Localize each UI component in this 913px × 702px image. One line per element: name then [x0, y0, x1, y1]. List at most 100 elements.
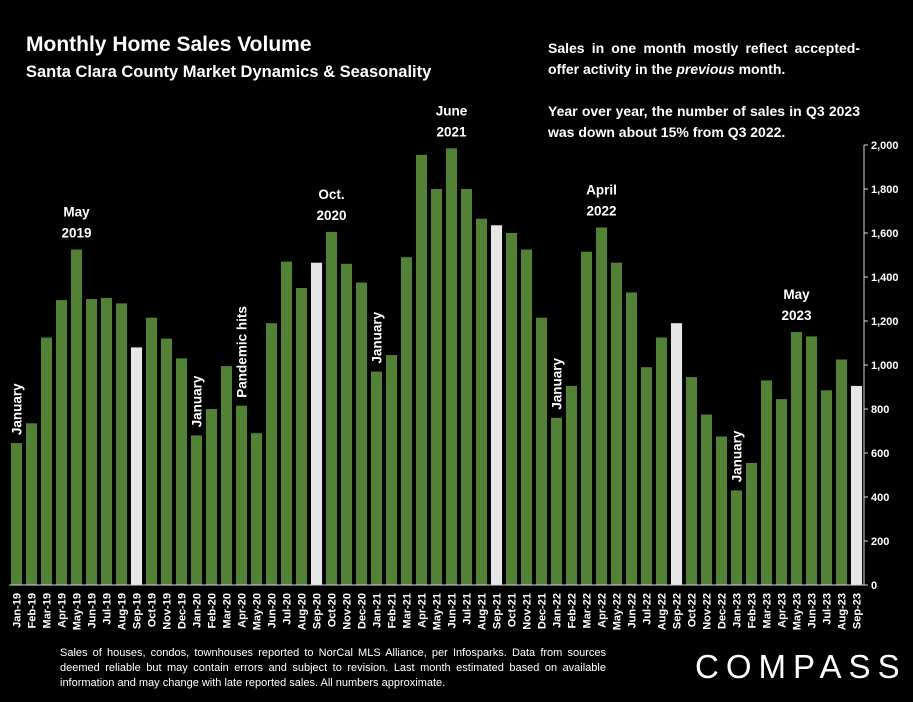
x-axis-labels: Jan-19 Feb-19 Mar-19 Apr-19 May-19 Jun-19 Jul-…	[12, 593, 864, 630]
x-tick-label-jul-19: Jul-19	[102, 593, 114, 625]
annotation-apr-20: Pandemic hits	[235, 306, 250, 398]
y-tick-label: 1,400	[871, 272, 899, 284]
bar-oct-21	[505, 233, 518, 585]
x-tick-label-jun-20: Jun-20	[267, 593, 279, 628]
bar-mar-21	[400, 257, 413, 585]
commentary-note: Sales in one month mostly reflect accept…	[548, 38, 860, 164]
bar-apr-21	[415, 154, 428, 585]
bar-aug-20	[295, 288, 308, 585]
y-tick-label: 600	[871, 448, 889, 460]
x-tick-label-dec-20: Dec-20	[357, 593, 369, 629]
commentary-text-1b: month.	[734, 61, 786, 77]
annotation-may-23: May 2023	[781, 287, 812, 323]
bar-may-20	[250, 433, 263, 585]
x-tick-label-aug-21: Aug-21	[477, 593, 489, 630]
annotation-jan-20: January	[190, 375, 205, 427]
annotation-oct-20: Oct. 2020	[316, 187, 346, 223]
bar-sep-21	[490, 225, 503, 586]
bar-may-19	[70, 249, 83, 585]
annotation-may-19: May 2019	[61, 205, 91, 241]
bar-feb-22	[565, 385, 578, 585]
bar-jul-20	[280, 261, 293, 585]
x-tick-label-aug-23: Aug-23	[837, 593, 849, 630]
y-axis: 0 200 400 600 800 1,000 1,200 1,400 1,600 1,800 2,…	[9, 140, 899, 592]
x-tick-label-jan-21: Jan-21	[372, 593, 384, 628]
bar-dec-19	[175, 358, 188, 585]
x-tick-label-jan-22: Jan-22	[552, 593, 564, 628]
x-tick-label-dec-22: Dec-22	[717, 593, 729, 629]
x-tick-label-oct-22: Oct-22	[687, 593, 699, 627]
x-tick-label-nov-22: Nov-22	[702, 593, 714, 630]
bar-sep-22	[670, 323, 683, 585]
x-tick-label-feb-21: Feb-21	[387, 593, 399, 628]
x-tick-label-oct-20: Oct-20	[327, 593, 339, 627]
bar-may-23	[790, 332, 803, 585]
bar-feb-20	[205, 409, 218, 585]
x-tick-label-sep-20: Sep-20	[312, 593, 324, 629]
x-tick-label-dec-19: Dec-19	[177, 593, 189, 629]
x-tick-label-nov-21: Nov-21	[522, 593, 534, 630]
x-tick-label-feb-22: Feb-22	[567, 593, 579, 628]
x-tick-label-jan-19: Jan-19	[12, 593, 24, 628]
annotation-jan-21: January	[370, 311, 385, 363]
bar-dec-20	[355, 282, 368, 585]
x-tick-label-mar-22: Mar-22	[582, 593, 594, 628]
y-tick-label: 0	[871, 580, 877, 592]
annotation-apr-22: April 2022	[586, 183, 617, 219]
x-tick-label-aug-20: Aug-20	[297, 593, 309, 630]
x-tick-label-jul-20: Jul-20	[282, 593, 294, 625]
bar-apr-20	[235, 405, 248, 585]
bar-jul-23	[820, 390, 833, 585]
x-tick-label-aug-22: Aug-22	[657, 593, 669, 630]
x-tick-label-sep-23: Sep-23	[852, 593, 864, 629]
bar-jul-21	[460, 189, 473, 585]
bar-apr-19	[55, 300, 68, 585]
x-tick-label-may-20: May-20	[252, 593, 264, 630]
bar-may-22	[610, 262, 623, 585]
commentary-paragraph-2: Year over year, the number of sales in Q…	[548, 103, 860, 140]
x-tick-label-jul-23: Jul-23	[822, 593, 834, 625]
bar-sep-20	[310, 262, 323, 585]
bar-jun-21	[445, 148, 458, 586]
commentary-text-1a: Sales in one month mostly reflect accept…	[548, 40, 860, 77]
annotations-group: January May 2019 January Pandemic hits Oct. 20…	[10, 103, 813, 482]
x-tick-label-aug-19: Aug-19	[117, 593, 129, 630]
chart-title: Monthly Home Sales Volume	[26, 33, 312, 56]
x-tick-label-sep-19: Sep-19	[132, 593, 144, 629]
x-tick-label-apr-21: Apr-21	[417, 593, 429, 628]
bar-oct-22	[685, 377, 698, 585]
bar-nov-22	[700, 414, 713, 585]
bar-jul-22	[640, 367, 653, 585]
annotation-jun-21: June 2021	[436, 103, 468, 139]
bar-dec-22	[715, 436, 728, 585]
bar-mar-20	[220, 366, 233, 585]
bar-may-21	[430, 189, 443, 585]
bars-group	[10, 148, 863, 586]
commentary-emphasis: previous	[676, 61, 735, 77]
x-tick-label-sep-21: Sep-21	[492, 593, 504, 629]
x-tick-label-apr-19: Apr-19	[57, 593, 69, 628]
x-tick-label-may-22: May-22	[612, 593, 624, 630]
bar-jun-22	[625, 292, 638, 585]
bar-jun-20	[265, 323, 278, 585]
x-tick-label-jan-20: Jan-20	[192, 593, 204, 628]
annotation-jan-23: January	[730, 430, 745, 482]
annotation-jan-19: January	[10, 383, 25, 435]
x-tick-label-apr-23: Apr-23	[777, 593, 789, 628]
x-tick-label-jun-22: Jun-22	[627, 593, 639, 628]
y-tick-label: 1,800	[871, 184, 899, 196]
x-tick-label-dec-21: Dec-21	[537, 593, 549, 629]
y-tick-label: 400	[871, 492, 889, 504]
bar-mar-23	[760, 380, 773, 585]
x-tick-label-mar-21: Mar-21	[402, 593, 414, 628]
bar-aug-19	[115, 303, 128, 585]
x-tick-label-feb-20: Feb-20	[207, 593, 219, 628]
bar-sep-23	[850, 385, 863, 585]
bar-aug-23	[835, 359, 848, 585]
x-tick-label-may-21: May-21	[432, 593, 444, 630]
x-tick-label-mar-19: Mar-19	[42, 593, 54, 628]
bar-jan-21	[370, 371, 383, 585]
x-tick-label-jul-22: Jul-22	[642, 593, 654, 625]
x-tick-label-apr-22: Apr-22	[597, 593, 609, 628]
